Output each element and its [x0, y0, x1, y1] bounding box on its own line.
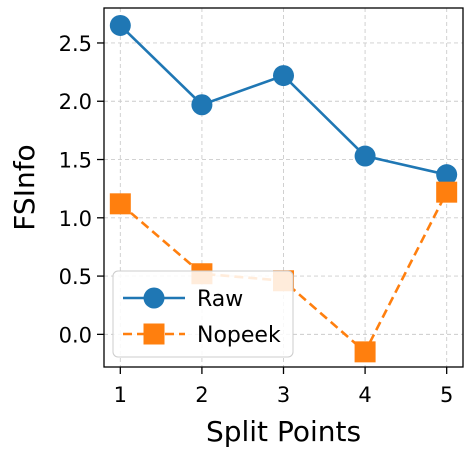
x-tick-label: 5: [440, 383, 453, 407]
y-tick-label: 0.5: [59, 265, 92, 289]
data-point: [109, 193, 131, 215]
y-tick-label: 0.0: [59, 323, 92, 347]
legend: Raw Nopeek: [112, 270, 294, 358]
x-tick-label: 2: [195, 383, 208, 407]
y-tick-label: 1.0: [59, 207, 92, 231]
data-point: [436, 181, 458, 203]
y-axis-label: FSInfo: [8, 144, 41, 230]
y-tick-label: 1.5: [59, 149, 92, 173]
x-tick-label: 1: [114, 383, 127, 407]
data-point: [191, 94, 213, 116]
legend-marker-raw: [143, 287, 165, 309]
y-tick-label: 2.5: [59, 32, 92, 56]
data-point: [109, 14, 131, 36]
data-point: [354, 145, 376, 167]
data-point: [354, 341, 376, 363]
data-point: [436, 164, 458, 186]
y-tick-label: 2.0: [59, 90, 92, 114]
axes: 1 2 3 4 5 0.0 0.5 1.0 1.5 2.0 2.5: [59, 32, 454, 407]
x-tick-label: 3: [277, 383, 290, 407]
x-axis-label: Split Points: [206, 415, 361, 448]
legend-marker-nopeek: [143, 323, 165, 345]
legend-label-nopeek: Nopeek: [197, 323, 281, 348]
legend-label-raw: Raw: [197, 287, 243, 312]
data-point: [273, 65, 294, 87]
series-raw: [109, 14, 458, 186]
x-tick-label: 4: [358, 383, 371, 407]
